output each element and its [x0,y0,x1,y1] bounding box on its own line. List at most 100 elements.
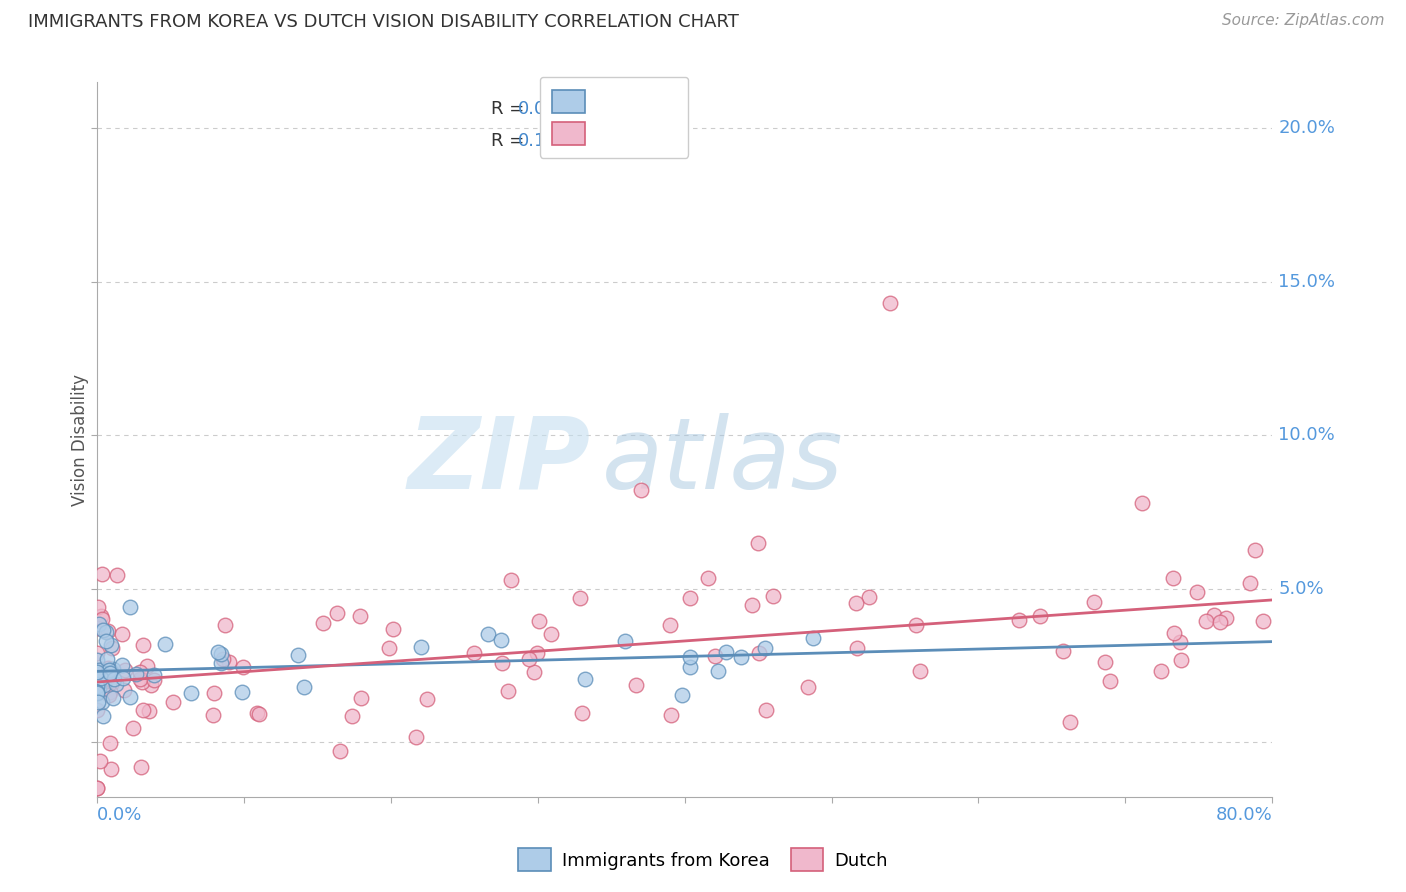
Point [325,607,347,621]
Point [1170,653,1192,667]
Point [86,621,108,635]
Point [100,762,122,776]
Point [100,639,122,653]
Point [679,660,702,674]
Point [87,695,110,709]
Point [87,617,110,632]
Point [143,673,166,687]
Point [287,648,309,662]
Point [754,641,776,656]
Point [103,672,125,686]
Point [378,641,401,656]
Point [704,648,727,663]
Point [94,634,117,648]
Point [527,614,550,628]
Point [329,744,352,758]
Point [90,672,112,686]
Point [762,590,785,604]
Point [98,666,121,681]
Point [209,647,232,661]
Text: R =: R = [491,100,530,118]
Point [90,566,112,581]
Point [105,568,128,582]
Point [214,618,236,632]
Point [86,685,108,699]
Point [86,780,108,795]
Point [202,686,225,700]
Point [162,695,184,709]
Point [98,736,121,750]
Point [103,690,125,705]
Point [696,571,718,585]
Point [129,672,152,686]
Point [1202,607,1225,622]
Y-axis label: Vision Disability: Vision Disability [72,374,89,506]
Point [1161,571,1184,585]
Point [118,690,141,704]
Point [93,624,115,638]
Point [491,656,513,670]
Point [659,618,682,632]
Text: 15.0%: 15.0% [1278,273,1336,291]
Text: 80.0%: 80.0% [1216,805,1272,824]
Point [112,682,135,697]
Point [207,644,229,658]
Point [91,612,114,626]
Point [97,624,120,638]
Point [755,703,778,717]
Point [86,670,108,684]
Point [312,615,335,630]
Point [136,659,159,673]
Point [614,634,637,648]
Point [1185,584,1208,599]
Point [86,702,108,716]
Text: atlas: atlas [602,413,844,509]
Point [905,618,928,632]
Point [624,678,647,692]
Point [340,709,363,723]
Point [86,665,108,680]
Point [96,652,118,666]
Point [1083,595,1105,609]
Point [105,677,128,691]
Point [879,296,901,310]
Point [142,668,165,682]
Point [526,647,548,661]
Point [1149,665,1171,679]
Point [89,663,111,677]
Point [1215,611,1237,625]
Point [98,663,121,677]
Point [349,609,371,624]
Text: Source: ZipAtlas.com: Source: ZipAtlas.com [1222,13,1385,29]
Point [1008,613,1031,627]
Point [908,664,931,678]
Text: 10.0%: 10.0% [1278,426,1334,444]
Point [180,686,202,700]
Point [730,649,752,664]
Point [98,676,121,690]
Point [1239,576,1261,591]
Point [90,683,112,698]
Point [231,685,253,699]
Text: R =: R = [491,132,530,150]
Point [1251,615,1274,629]
Point [659,708,682,723]
Point [845,641,868,656]
Point [517,652,540,666]
Point [114,663,136,677]
Point [153,637,176,651]
Point [87,681,110,695]
Point [111,627,134,641]
Point [86,780,108,795]
Point [292,680,315,694]
Point [86,686,108,700]
Point [381,622,404,636]
Point [741,598,763,612]
Point [97,661,120,675]
Point [1163,626,1185,640]
Point [489,633,512,648]
Point [93,678,115,692]
Point [1098,674,1121,689]
Point [87,599,110,614]
Point [218,656,240,670]
